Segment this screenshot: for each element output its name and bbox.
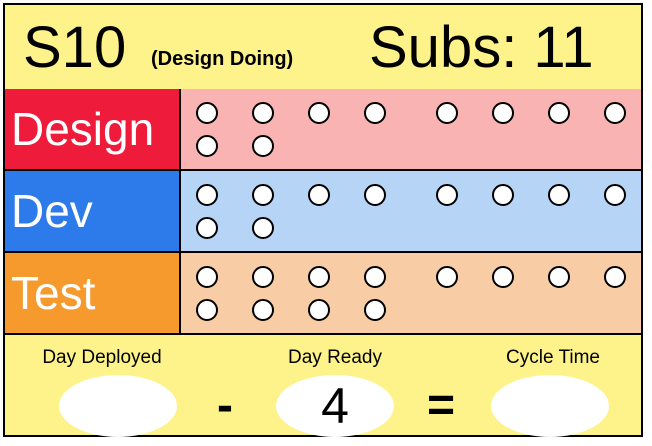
- task-slot[interactable]: [364, 266, 386, 288]
- task-slot[interactable]: [196, 135, 218, 157]
- task-slot[interactable]: [436, 266, 458, 288]
- task-slot[interactable]: [364, 299, 386, 321]
- task-slot[interactable]: [436, 184, 458, 206]
- task-slot[interactable]: [308, 184, 330, 206]
- equals-sign: =: [427, 379, 456, 432]
- stage-label-test: Test: [5, 253, 181, 333]
- task-slot[interactable]: [364, 184, 386, 206]
- card-header: S10 (Design Doing) Subs: 11: [5, 5, 641, 91]
- stage-row-design: Design: [5, 89, 641, 171]
- task-slot[interactable]: [548, 184, 570, 206]
- day-deployed-field[interactable]: [59, 375, 177, 437]
- stage-row-test: Test: [5, 253, 641, 335]
- task-slot[interactable]: [548, 266, 570, 288]
- task-slot[interactable]: [364, 102, 386, 124]
- cycle-time-field[interactable]: [491, 375, 609, 437]
- task-slot[interactable]: [308, 102, 330, 124]
- minus-sign: -: [217, 379, 233, 432]
- task-slot[interactable]: [604, 266, 626, 288]
- subtasks-count: Subs: 11: [369, 15, 594, 80]
- task-slot[interactable]: [436, 102, 458, 124]
- task-slot[interactable]: [308, 266, 330, 288]
- task-slot[interactable]: [492, 102, 514, 124]
- day-deployed-label: Day Deployed: [42, 347, 162, 368]
- task-slot[interactable]: [196, 184, 218, 206]
- task-slot[interactable]: [604, 102, 626, 124]
- task-slot[interactable]: [252, 299, 274, 321]
- task-slot[interactable]: [196, 299, 218, 321]
- day-ready-field[interactable]: 4: [276, 375, 394, 437]
- task-slot[interactable]: [548, 102, 570, 124]
- cycle-time-footer: Day Deployed - Day Ready 4 = Cycle Time: [5, 335, 641, 437]
- story-card: S10 (Design Doing) Subs: 11 Design Dev T…: [3, 3, 643, 437]
- story-status: (Design Doing): [151, 48, 294, 70]
- story-id: S10: [23, 15, 127, 80]
- task-slot[interactable]: [308, 299, 330, 321]
- cycle-time-label: Cycle Time: [506, 347, 600, 368]
- task-slot[interactable]: [196, 266, 218, 288]
- task-slot[interactable]: [252, 266, 274, 288]
- task-slot[interactable]: [252, 102, 274, 124]
- task-slot[interactable]: [252, 135, 274, 157]
- task-slot[interactable]: [492, 266, 514, 288]
- task-slot[interactable]: [196, 217, 218, 239]
- stage-slots-dev: [181, 171, 641, 251]
- stage-row-dev: Dev: [5, 171, 641, 253]
- stage-label-design: Design: [5, 89, 181, 169]
- task-slot[interactable]: [252, 184, 274, 206]
- task-slot[interactable]: [196, 102, 218, 124]
- stage-slots-test: [181, 253, 641, 333]
- day-ready-label: Day Ready: [288, 347, 382, 368]
- stage-slots-design: [181, 89, 641, 169]
- stage-label-dev: Dev: [5, 171, 181, 251]
- task-slot[interactable]: [252, 217, 274, 239]
- task-slot[interactable]: [604, 184, 626, 206]
- task-slot[interactable]: [492, 184, 514, 206]
